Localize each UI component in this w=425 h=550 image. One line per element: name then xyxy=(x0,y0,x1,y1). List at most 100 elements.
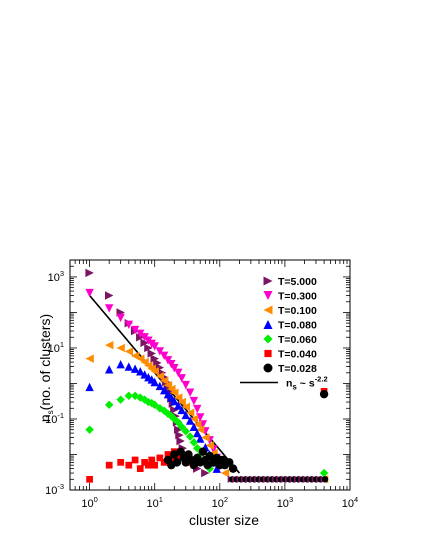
y-tick-label: 10-3 xyxy=(45,482,64,497)
data-point xyxy=(185,416,195,425)
data-point xyxy=(85,354,94,363)
legend-fit-label-exp: -2.2 xyxy=(315,375,328,384)
data-point xyxy=(155,347,165,356)
data-point xyxy=(185,408,195,417)
data-point xyxy=(196,425,205,434)
x-axis-title: cluster size xyxy=(189,512,259,528)
x-tick-label-exp: 2 xyxy=(224,495,228,504)
data-point xyxy=(321,476,329,483)
legend: T=5.000 T=0.300 T=0.100 T=0.080 T=0.060 T=0.0… xyxy=(240,276,328,392)
legend-label: T=0.060 xyxy=(278,334,317,346)
data-point xyxy=(189,438,199,447)
data-point xyxy=(116,313,125,323)
data-point xyxy=(116,359,125,369)
legend-marker xyxy=(263,276,273,286)
legend-marker xyxy=(263,334,273,344)
data-point xyxy=(124,347,133,356)
data-point xyxy=(145,461,152,469)
data-point xyxy=(105,461,113,469)
y-axis-title-main: n xyxy=(37,414,53,422)
y-axis-title-sub: s xyxy=(46,410,55,414)
data-point xyxy=(141,459,148,466)
data-point xyxy=(150,354,159,363)
data-point xyxy=(189,460,199,470)
data-point xyxy=(144,343,153,353)
data-point xyxy=(189,422,199,432)
data-point xyxy=(177,397,186,407)
series-t-0-100 xyxy=(85,340,329,484)
data-point xyxy=(150,377,159,387)
data-point xyxy=(174,418,183,427)
y-tick-label-base: 10 xyxy=(45,414,57,426)
data-point xyxy=(124,362,133,371)
series-t-0-028 xyxy=(163,389,329,473)
y-tick-label-exp: -3 xyxy=(57,482,64,491)
legend-marker xyxy=(263,305,273,315)
data-point xyxy=(319,389,329,399)
y-tick-label-base: 10 xyxy=(48,272,60,284)
data-point xyxy=(140,338,149,347)
data-point xyxy=(130,325,140,335)
x-tick-label: 102 xyxy=(212,495,228,510)
data-point xyxy=(131,456,139,464)
x-tick-label-exp: 0 xyxy=(94,495,98,504)
data-point xyxy=(176,436,185,446)
x-tick-label: 103 xyxy=(277,495,293,510)
data-point xyxy=(198,447,208,456)
x-tick-label: 101 xyxy=(146,495,162,510)
data-point xyxy=(185,432,195,441)
data-point xyxy=(163,409,173,418)
legend-fit-label-main: n xyxy=(286,378,292,390)
data-point xyxy=(104,400,114,410)
y-tick-label: 10-1 xyxy=(45,411,64,426)
data-point xyxy=(181,402,190,412)
data-point xyxy=(104,304,114,313)
data-point xyxy=(177,422,186,432)
data-point xyxy=(150,367,159,376)
x-tick-label-base: 10 xyxy=(277,498,289,510)
x-tick-label-exp: 1 xyxy=(159,495,163,504)
data-point xyxy=(176,447,185,456)
data-point xyxy=(151,461,159,469)
data-point xyxy=(225,458,234,467)
data-marks xyxy=(85,268,329,484)
y-tick-label-exp: 3 xyxy=(60,269,64,278)
series-t-5-000 xyxy=(85,268,210,478)
legend-label: T=0.100 xyxy=(278,305,317,317)
data-point xyxy=(124,320,133,329)
y-tick-label-base: 10 xyxy=(48,343,60,355)
data-point xyxy=(85,268,94,278)
data-point xyxy=(160,351,169,361)
data-point xyxy=(228,464,238,473)
data-point xyxy=(181,380,190,390)
data-point xyxy=(174,401,183,410)
legend-marker xyxy=(263,363,273,373)
data-point xyxy=(193,420,202,429)
data-point xyxy=(170,450,179,459)
data-point xyxy=(170,388,179,397)
data-point xyxy=(156,454,164,462)
y-tick-label-exp: -1 xyxy=(57,411,64,420)
data-point xyxy=(125,461,133,469)
legend-label: T=0.080 xyxy=(278,320,317,332)
data-point xyxy=(172,458,182,467)
data-point xyxy=(116,395,125,404)
x-tick-label-base: 10 xyxy=(81,498,93,510)
data-point xyxy=(148,456,156,464)
data-point xyxy=(85,425,94,434)
data-point xyxy=(140,357,149,367)
data-point xyxy=(104,365,114,374)
x-tick-label-base: 10 xyxy=(342,498,354,510)
data-point xyxy=(212,464,222,473)
data-point xyxy=(136,465,144,472)
data-point xyxy=(104,291,114,300)
data-point xyxy=(170,396,179,406)
data-point xyxy=(177,374,186,383)
data-point xyxy=(185,388,195,397)
legend-label: T=5.000 xyxy=(278,276,317,288)
data-point xyxy=(170,363,179,373)
data-point xyxy=(85,382,94,392)
data-point xyxy=(85,288,94,298)
data-point xyxy=(116,343,125,353)
